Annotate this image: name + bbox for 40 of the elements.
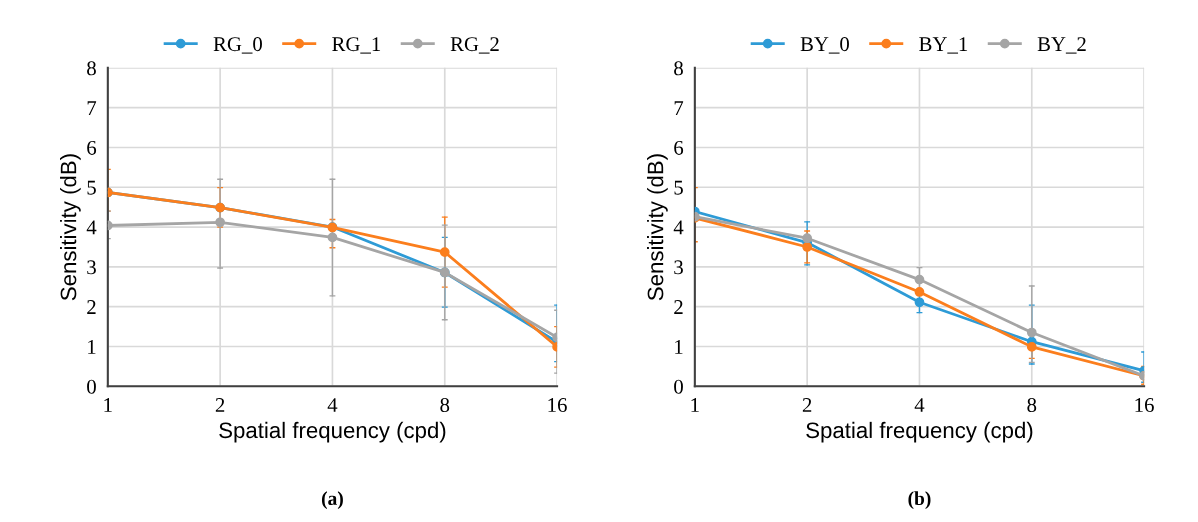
- x-axis-title: Spatial frequency (cpd): [219, 421, 446, 443]
- y-tick-label: 2: [674, 300, 683, 314]
- legend-label: BY_1: [919, 37, 968, 54]
- x-tick-label: 2: [215, 398, 225, 412]
- y-tick-label: 5: [87, 180, 96, 195]
- y-tick-label: 1: [675, 339, 683, 354]
- x-tick-label: 4: [327, 398, 338, 412]
- y-tick-label: 7: [87, 101, 97, 115]
- x-tick-label: 2: [802, 398, 812, 412]
- y-tick-label: 2: [87, 300, 96, 314]
- y-tick-label: 3: [674, 260, 683, 275]
- y-tick-label: 7: [674, 101, 684, 115]
- legend-label: RG_2: [450, 37, 499, 54]
- x-tick-label: 8: [1027, 397, 1037, 413]
- x-tick-label: 4: [914, 398, 925, 412]
- y-tick-label: 5: [674, 180, 683, 195]
- x-tick-label: 16: [548, 398, 567, 413]
- y-axis-title: Sensitivity (dB): [60, 154, 81, 301]
- x-tick-label: 1: [104, 398, 112, 412]
- x-tick-label: 16: [1135, 398, 1154, 413]
- y-tick-label: 1: [88, 339, 96, 354]
- y-tick-label: 8: [674, 61, 683, 76]
- y-tick-label: 6: [87, 140, 97, 155]
- y-tick-label: 4: [673, 220, 684, 235]
- text: (a): [321, 491, 343, 509]
- y-tick-label: 3: [87, 260, 96, 275]
- x-tick-label: 8: [440, 397, 450, 413]
- y-tick-label: 0: [87, 379, 96, 394]
- legend-label: BY_0: [800, 37, 849, 54]
- legend-label: BY_2: [1037, 37, 1086, 54]
- y-tick-label: 0: [674, 379, 683, 394]
- y-tick-label: 4: [86, 220, 97, 235]
- y-tick-label: 6: [674, 140, 684, 155]
- y-tick-label: 8: [87, 61, 96, 76]
- y-axis-title: Sensitivity (dB): [647, 154, 668, 301]
- x-tick-label: 1: [691, 398, 699, 412]
- legend-label: RG_1: [332, 37, 381, 54]
- legend-label: RG_0: [213, 37, 262, 54]
- x-axis-title: Spatial frequency (cpd): [806, 421, 1033, 443]
- text: (b): [908, 491, 931, 509]
